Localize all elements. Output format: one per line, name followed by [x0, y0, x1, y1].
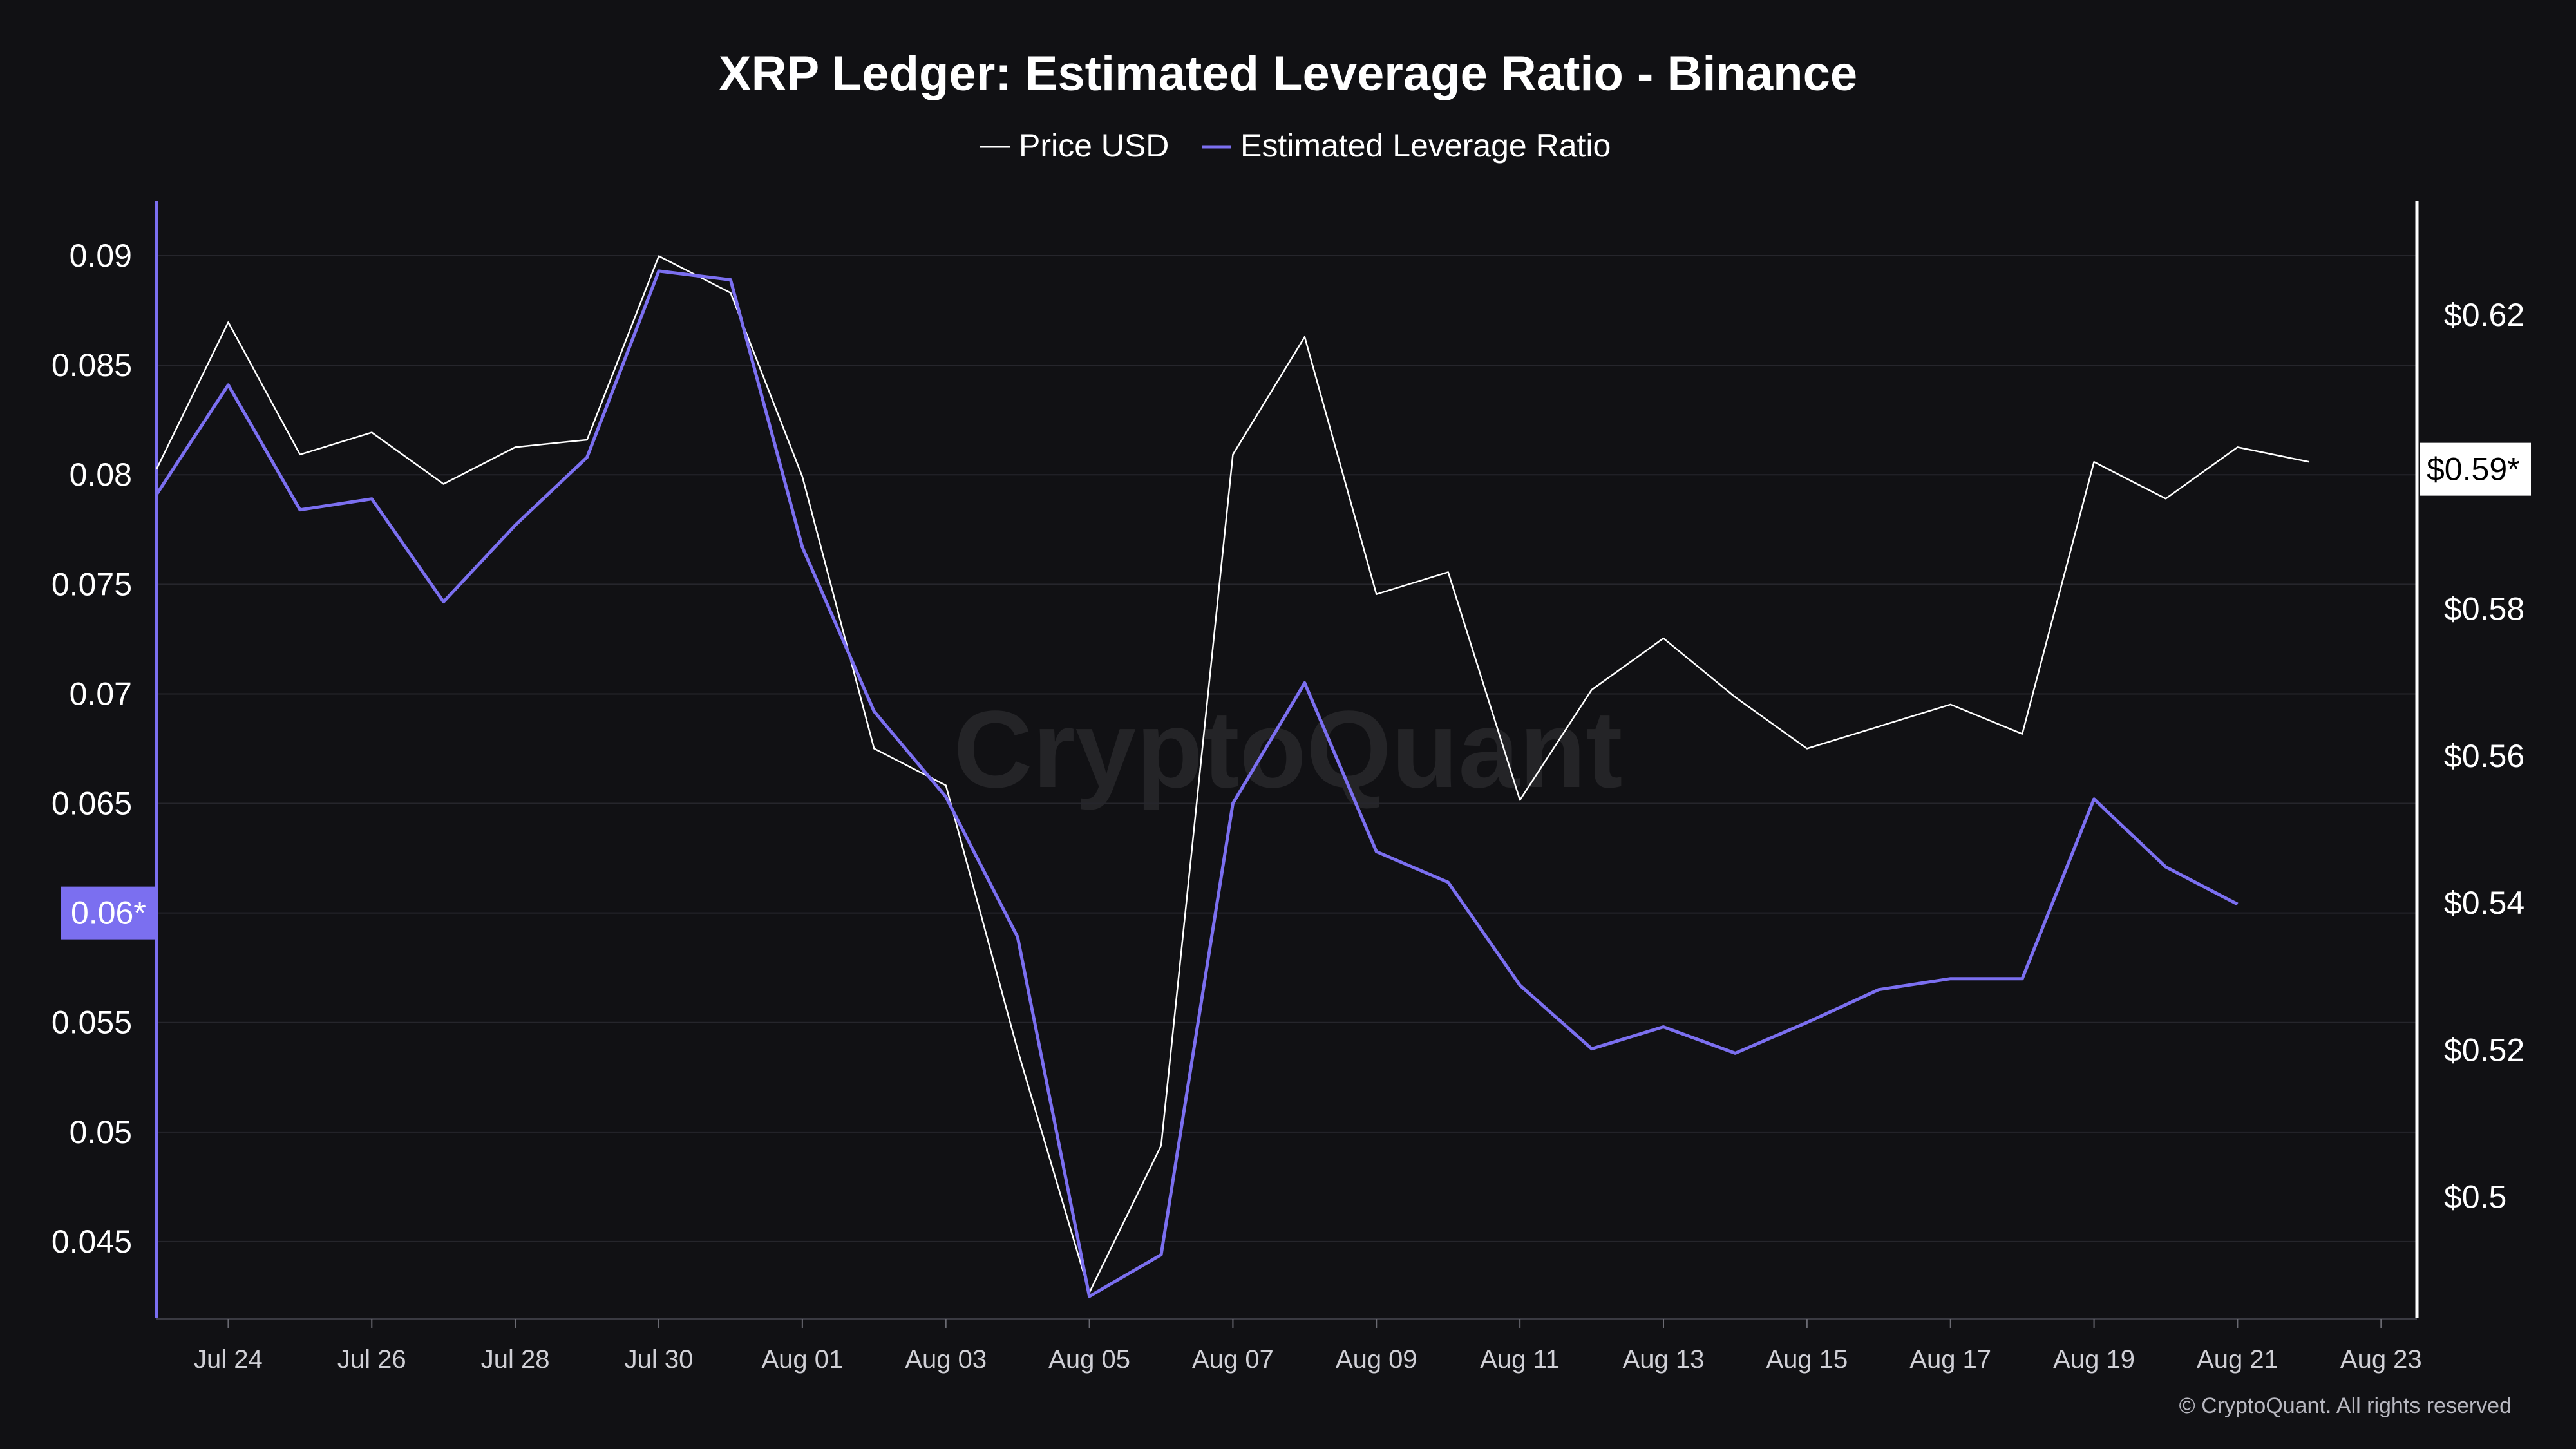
left-tick-label: 0.045: [52, 1224, 132, 1260]
right-tick-label: $0.56: [2444, 738, 2524, 774]
x-tick-label: Aug 17: [1909, 1345, 1991, 1374]
x-tick-label: Jul 24: [194, 1345, 263, 1374]
x-axis-ticks: Jul 24 Jul 26 Jul 28 Jul 30 Aug 01 Aug 03 Aug …: [194, 1319, 2422, 1374]
left-current-badge: 0.06*: [61, 886, 156, 940]
left-current-badge-bg: [61, 886, 156, 940]
left-tick-label: 0.05: [70, 1114, 132, 1150]
left-tick-label: 0.065: [52, 786, 132, 822]
right-tick-label: $0.52: [2444, 1032, 2524, 1068]
x-tick-label: Aug 03: [905, 1345, 987, 1374]
x-tick-label: Aug 01: [761, 1345, 843, 1374]
x-tick-label: Aug 21: [2197, 1345, 2278, 1374]
left-tick-label: 0.07: [70, 676, 132, 712]
watermark: CryptoQuant: [954, 688, 1623, 811]
right-current-badge-label: $0.59*: [2427, 451, 2520, 488]
x-tick-label: Jul 28: [481, 1345, 550, 1374]
x-tick-label: Aug 11: [1480, 1345, 1560, 1374]
left-tick-label: 0.09: [70, 238, 132, 274]
legend: Price USD Estimated Leverage Ratio: [980, 128, 1611, 164]
left-current-badge-label: 0.06*: [71, 895, 146, 931]
x-tick-label: Aug 09: [1336, 1345, 1417, 1374]
legend-item-price[interactable]: Price USD: [980, 128, 1169, 164]
leverage-line: [155, 269, 2239, 1298]
series-price: [155, 255, 2310, 1294]
x-tick-label: Aug 19: [2053, 1345, 2135, 1374]
right-tick-label: $0.5: [2444, 1179, 2506, 1215]
x-tick-label: Aug 07: [1192, 1345, 1274, 1374]
x-tick-label: Jul 26: [337, 1345, 406, 1374]
legend-leverage-label: Estimated Leverage Ratio: [1240, 128, 1611, 164]
left-tick-label: 0.08: [70, 457, 132, 493]
price-line: [155, 255, 2310, 1294]
right-current-badge: $0.59*: [2420, 442, 2531, 496]
right-current-badge-bg: [2420, 442, 2531, 496]
x-tick-label: Aug 13: [1623, 1345, 1705, 1374]
grid: [156, 255, 2417, 1242]
chart-title: XRP Ledger: Estimated Leverage Ratio - B…: [719, 46, 1857, 101]
left-axis-ticks: 0.045 0.05 0.055 0.065 0.07 0.075 0.08 0.085 0.0…: [52, 238, 132, 1260]
series-leverage: [155, 269, 2239, 1298]
copyright: © CryptoQuant. All rights reserved: [2179, 1394, 2512, 1418]
legend-item-leverage[interactable]: Estimated Leverage Ratio: [1202, 128, 1611, 164]
x-tick-label: Aug 05: [1048, 1345, 1130, 1374]
x-tick-label: Aug 15: [1766, 1345, 1848, 1374]
right-tick-label: $0.58: [2444, 591, 2524, 627]
left-tick-label: 0.085: [52, 347, 132, 383]
right-tick-label: $0.54: [2444, 885, 2524, 921]
x-tick-label: Aug 23: [2340, 1345, 2422, 1374]
right-tick-label: $0.62: [2444, 297, 2524, 333]
left-tick-label: 0.075: [52, 566, 132, 602]
right-axis-ticks: $0.5 $0.52 $0.54 $0.56 $0.58 $0.62: [2444, 297, 2524, 1215]
x-tick-label: Jul 30: [625, 1345, 694, 1374]
legend-price-label: Price USD: [1019, 128, 1169, 164]
left-tick-label: 0.055: [52, 1005, 132, 1041]
